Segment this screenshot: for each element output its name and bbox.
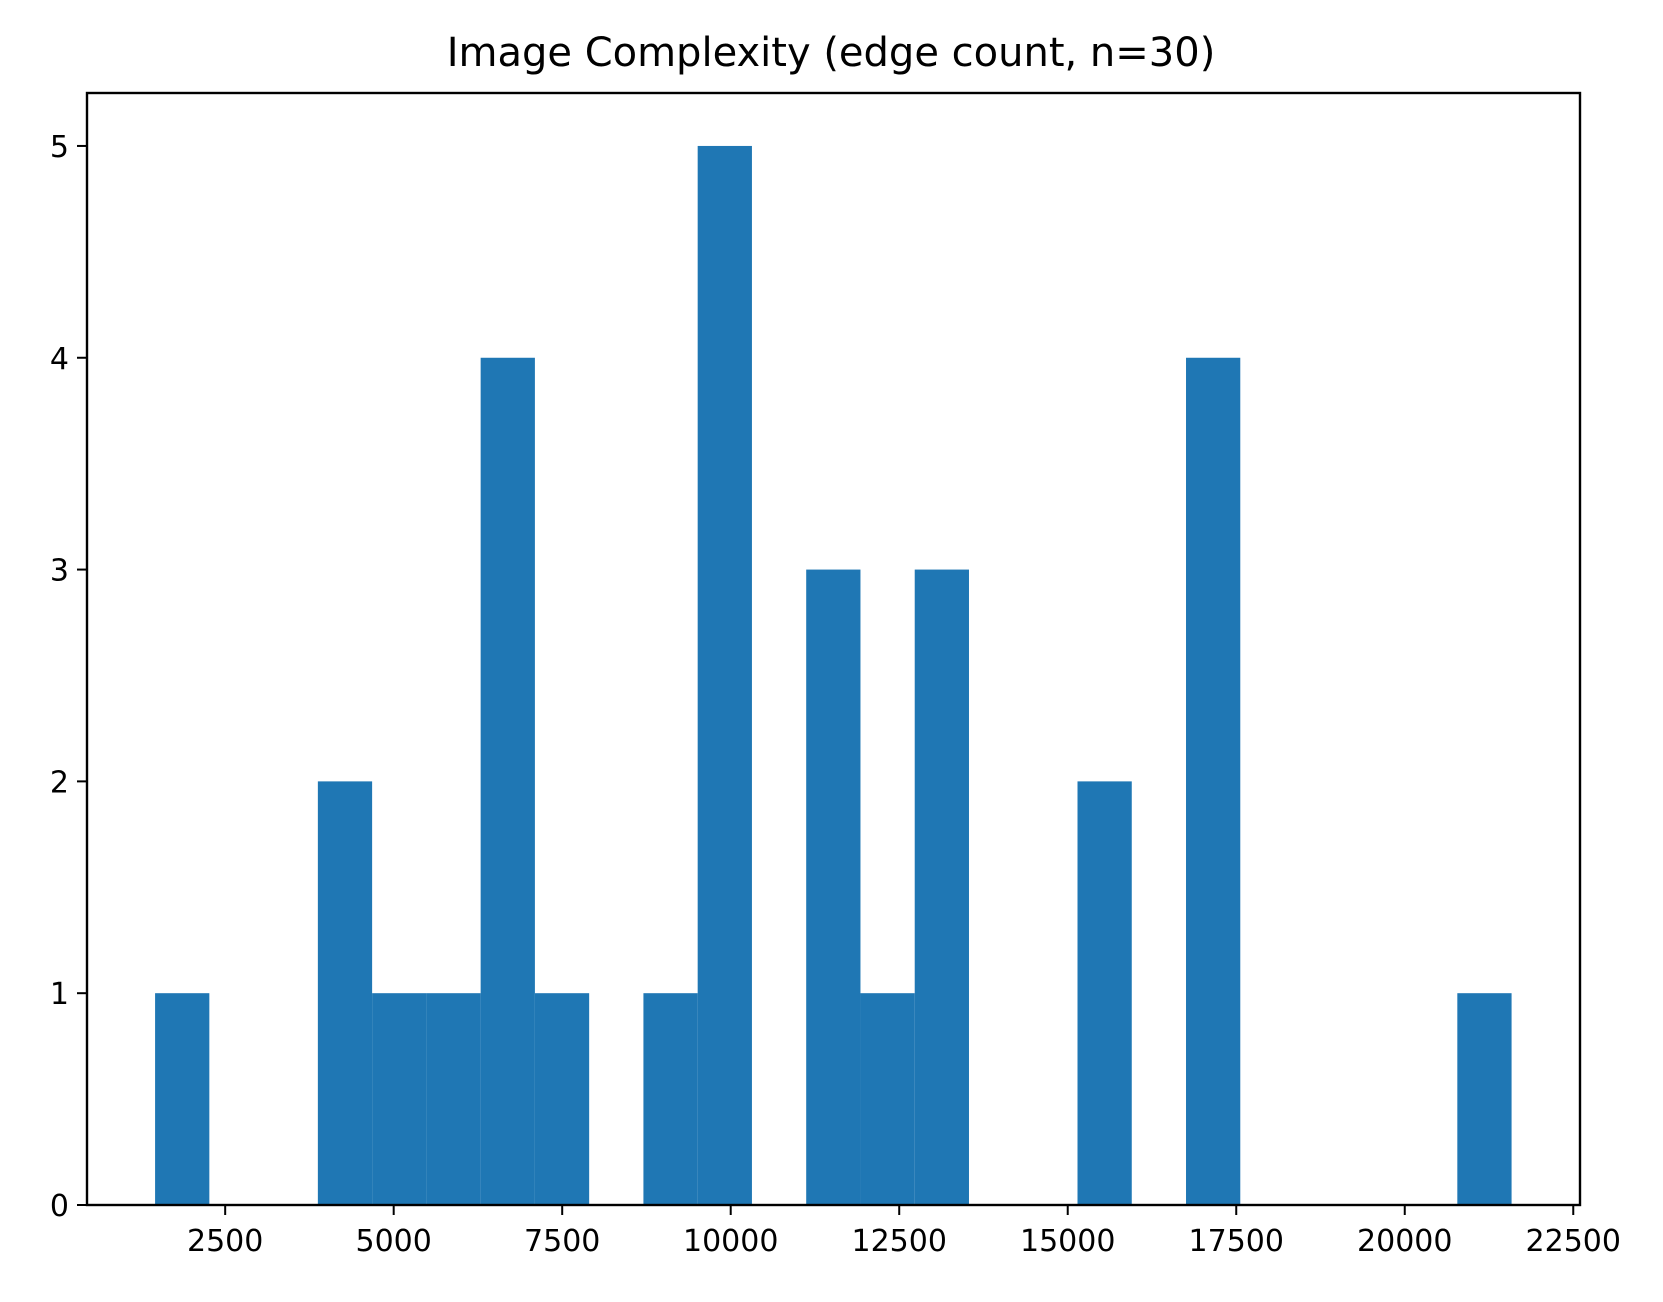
x-tick-label-2: 7500 [524,1224,600,1259]
histogram-bar-7 [534,993,590,1205]
x-tick-label-7: 20000 [1357,1224,1452,1259]
x-tick-label-0: 2500 [187,1224,263,1259]
y-tick-label-4: 4 [50,342,69,377]
histogram-bar-0 [155,993,210,1205]
bars-group [155,145,1512,1206]
histogram-bar-9 [643,993,698,1205]
x-axis: 2500 5000 7500 10000 12500 15000 17500 20000 225… [187,1205,1621,1259]
histogram-bar-14 [914,569,969,1205]
x-tick-label-6: 17500 [1189,1224,1284,1259]
plot-frame [85,91,1582,1207]
histogram-bar-13 [860,993,915,1205]
x-tick-label-8: 22500 [1526,1224,1621,1259]
y-tick-label-1: 1 [50,977,69,1012]
x-tick-label-1: 5000 [356,1224,432,1259]
x-tick-label-4: 12500 [852,1224,947,1259]
chart-title: Image Complexity (edge count, n=30) [447,30,1216,76]
histogram-bar-24 [1457,993,1512,1205]
y-tick-label-5: 5 [50,130,69,165]
x-tick-label-5: 15000 [1020,1224,1115,1259]
histogram-bar-12 [806,569,861,1205]
histogram-bar-4 [372,993,427,1205]
histogram-bar-17 [1077,781,1132,1205]
y-tick-label-0: 0 [50,1189,69,1224]
histogram-bar-19 [1186,357,1241,1205]
histogram-bar-5 [426,993,481,1205]
y-tick-label-3: 3 [50,554,69,589]
x-tick-label-3: 10000 [683,1224,778,1259]
histogram-bar-10 [697,145,752,1206]
y-tick-label-2: 2 [50,765,69,800]
histogram-bar-3 [317,781,373,1205]
histogram-bar-6 [480,357,535,1205]
y-axis: 0 1 2 3 4 5 [50,130,87,1224]
